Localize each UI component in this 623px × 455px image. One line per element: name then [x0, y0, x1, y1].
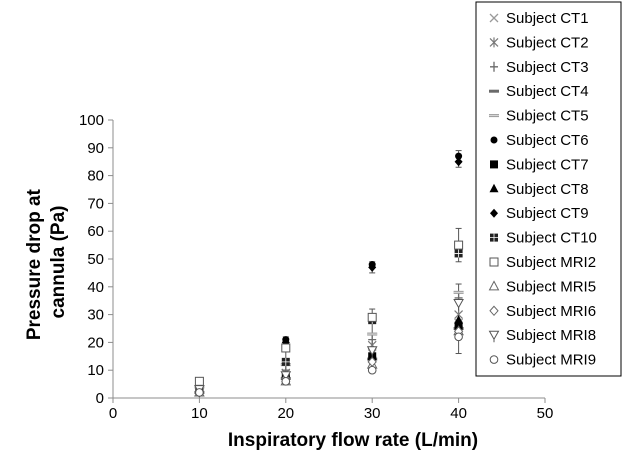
legend-marker: [489, 89, 499, 93]
legend-label: Subject CT7: [506, 156, 589, 173]
y-tick-label: 10: [87, 362, 104, 379]
data-point: [281, 377, 291, 386]
legend-marker: [488, 280, 500, 291]
y-tick-label: 80: [87, 168, 104, 185]
data-point: [453, 290, 464, 294]
legend-item: Subject CT7: [490, 156, 589, 173]
y-tick-label: 100: [79, 112, 104, 129]
legend-label: Subject MRI2: [506, 254, 596, 271]
data-point: [367, 312, 377, 322]
y-tick-label: 30: [87, 307, 104, 324]
legend-marker: [489, 37, 499, 48]
data-point: [366, 346, 378, 358]
legend-marker: [490, 233, 498, 242]
legend-item: Subject CT10: [490, 230, 597, 247]
legend-box: [475, 1, 622, 377]
legend-marker: [488, 330, 500, 343]
x-tick-label: 20: [277, 405, 294, 422]
legend-marker: [489, 305, 499, 317]
legend-label: Subject CT10: [506, 230, 597, 247]
y-tick-label: 70: [87, 195, 104, 212]
data-point: [453, 298, 464, 311]
legend-item: Subject CT5: [489, 108, 589, 125]
y-axis-title: Pressure drop at cannula (Pa): [24, 184, 69, 340]
data-point: [195, 388, 204, 397]
legend-item: Subject MRI5: [488, 278, 596, 295]
legend-marker: [489, 114, 499, 118]
legend-item: Subject MRI8: [488, 327, 596, 344]
legend-item: Subject CT3: [490, 59, 589, 76]
data-point: [454, 157, 463, 167]
legend-label: Subject CT1: [506, 10, 589, 27]
y-axis-title-line-2: cannula (Pa): [48, 206, 69, 319]
axes: 0 10 20 30 40 50 0 10 20 30 40 50 60 70 80 90 100: [79, 112, 553, 422]
error-bars: [196, 150, 462, 396]
data-point: [367, 332, 378, 336]
legend-marker: [489, 257, 499, 267]
legend-label: Subject CT6: [506, 132, 589, 149]
x-axis-title: Inspiratory flow rate (L/min): [228, 430, 478, 451]
legend-item: Subject MRI2: [489, 254, 596, 271]
x-tick-label: 40: [450, 405, 467, 422]
data-point: [455, 152, 463, 160]
legend-label: Subject MRI8: [506, 327, 596, 344]
legend-label: Subject CT5: [506, 108, 589, 125]
legend-marker: [490, 160, 498, 169]
y-tick-label: 50: [87, 251, 104, 268]
legend-item: Subject CT6: [490, 132, 589, 149]
data-markers: [194, 152, 464, 398]
x-tick-label: 10: [191, 405, 208, 422]
data-point: [454, 240, 464, 250]
data-point: [281, 357, 290, 366]
legend-item: Subject CT8: [489, 181, 589, 198]
legend-label: Subject CT2: [506, 34, 589, 51]
data-point: [281, 343, 291, 353]
legend-label: Subject CT9: [506, 205, 589, 222]
y-axis-title-line-1: Pressure drop at: [24, 188, 45, 340]
legend-marker: [490, 136, 498, 144]
x-tick-label: 50: [537, 405, 554, 422]
y-tick-label: 40: [87, 279, 104, 296]
legend-label: Subject CT8: [506, 181, 589, 198]
legend-label: Subject MRI6: [506, 303, 596, 320]
data-point: [368, 334, 377, 345]
legend-item: Subject CT4: [489, 83, 589, 100]
legend-item: Subject MRI9: [489, 352, 596, 369]
y-tick-label: 0: [96, 390, 104, 407]
x-tick-label: 30: [364, 405, 381, 422]
data-point: [368, 262, 377, 272]
data-point: [454, 332, 463, 342]
legend-label: Subject CT3: [506, 59, 589, 76]
legend-item: Subject CT1: [489, 10, 589, 27]
x-tick-label: 0: [109, 405, 117, 422]
legend-label: Subject CT4: [506, 83, 589, 100]
legend-label: Subject MRI9: [506, 352, 596, 369]
y-tick-label: 60: [87, 223, 104, 240]
legend-marker: [489, 183, 499, 193]
y-tick-label: 20: [87, 334, 104, 351]
data-point: [454, 249, 463, 258]
legend-marker: [490, 208, 498, 218]
legend-marker: [489, 355, 499, 364]
legend-item: Subject CT2: [489, 34, 589, 51]
legend-item: Subject CT9: [490, 205, 589, 222]
legend-label: Subject MRI5: [506, 278, 596, 295]
legend-marker: [489, 13, 499, 23]
y-tick-label: 90: [87, 140, 104, 157]
legend-item: Subject MRI6: [489, 303, 596, 320]
legend-marker: [490, 61, 498, 72]
data-point: [194, 376, 204, 386]
legend: Subject CT1 Subject CT2 Subject CT3 Subject…: [475, 1, 622, 377]
data-point: [367, 365, 377, 375]
data-point: [454, 315, 464, 324]
